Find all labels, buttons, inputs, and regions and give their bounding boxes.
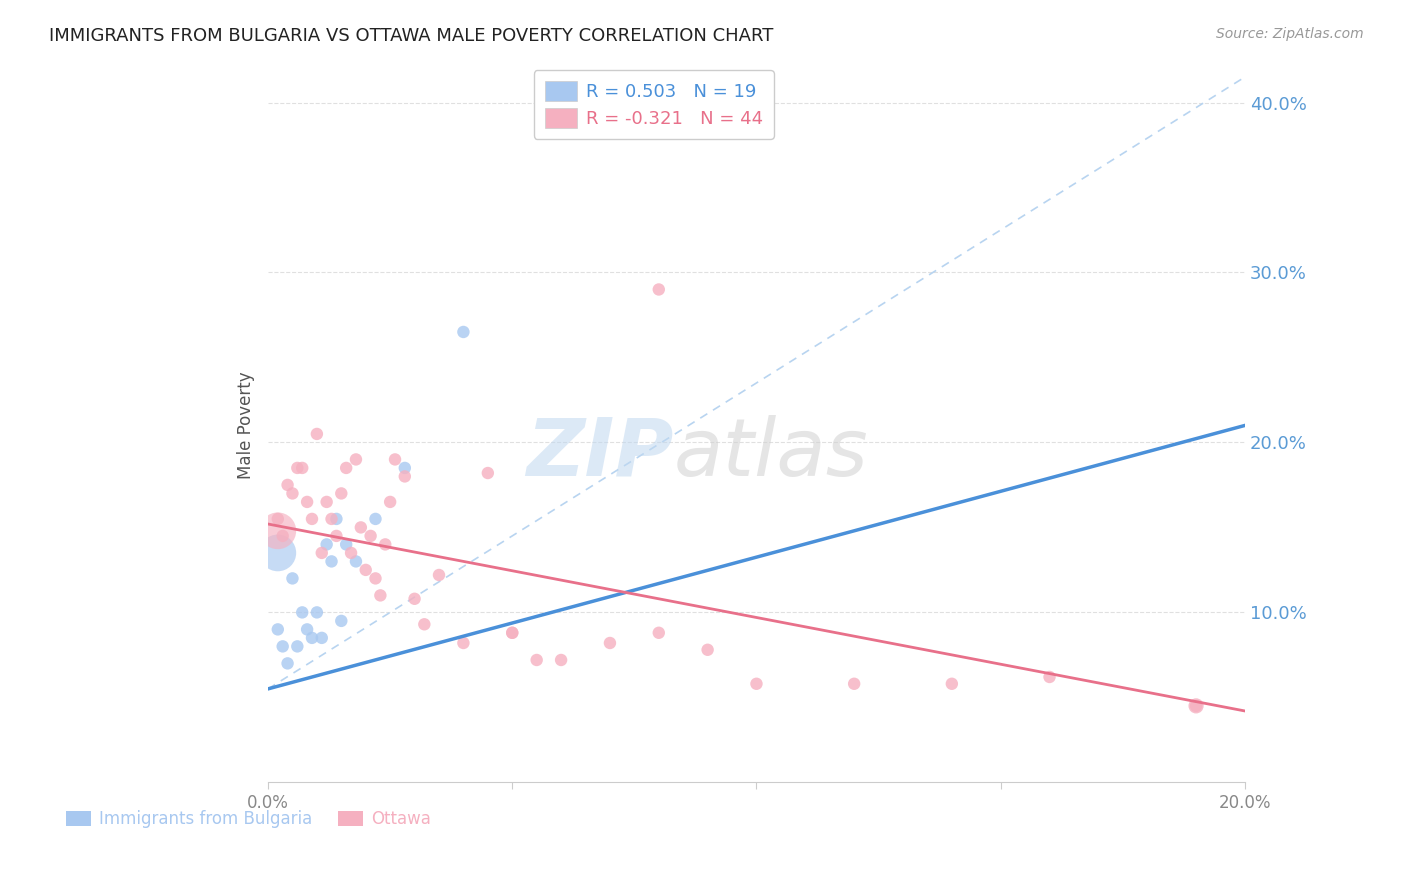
Point <box>267 546 290 560</box>
Point <box>311 546 333 560</box>
Text: Source: ZipAtlas.com: Source: ZipAtlas.com <box>1216 27 1364 41</box>
Point <box>267 512 290 526</box>
Point <box>1038 670 1060 684</box>
Point <box>453 325 475 339</box>
Point <box>271 640 294 654</box>
Point <box>267 524 290 538</box>
Point <box>941 677 963 691</box>
Point <box>394 469 416 483</box>
Point <box>374 537 396 551</box>
Legend: R = 0.503   N = 19, R = -0.321   N = 44: R = 0.503 N = 19, R = -0.321 N = 44 <box>534 70 775 139</box>
Point <box>295 623 318 637</box>
Point <box>321 512 343 526</box>
Point <box>1185 698 1208 713</box>
Text: ZIP: ZIP <box>526 415 673 493</box>
Point <box>696 642 718 657</box>
Point <box>844 677 866 691</box>
Legend: Immigrants from Bulgaria, Ottawa: Immigrants from Bulgaria, Ottawa <box>59 804 437 835</box>
Text: IMMIGRANTS FROM BULGARIA VS OTTAWA MALE POVERTY CORRELATION CHART: IMMIGRANTS FROM BULGARIA VS OTTAWA MALE … <box>49 27 773 45</box>
Point <box>335 537 357 551</box>
Point <box>648 625 671 640</box>
Point <box>413 617 436 632</box>
Point <box>453 636 475 650</box>
Point <box>295 495 318 509</box>
Point <box>281 571 304 585</box>
Point <box>340 546 363 560</box>
Point <box>311 631 333 645</box>
Point <box>384 452 406 467</box>
Point <box>404 591 426 606</box>
Point <box>315 495 337 509</box>
Point <box>350 520 373 534</box>
Point <box>301 512 323 526</box>
Point <box>330 614 353 628</box>
Point <box>364 571 387 585</box>
Point <box>364 512 387 526</box>
Point <box>360 529 382 543</box>
Point <box>271 529 294 543</box>
Y-axis label: Male Poverty: Male Poverty <box>236 372 254 479</box>
Point <box>285 640 308 654</box>
Point <box>277 657 299 671</box>
Point <box>305 426 328 441</box>
Point <box>344 452 367 467</box>
Point <box>277 478 299 492</box>
Point <box>344 554 367 568</box>
Point <box>330 486 353 500</box>
Point <box>370 588 392 602</box>
Point <box>267 623 290 637</box>
Point <box>394 461 416 475</box>
Point <box>305 606 328 620</box>
Point <box>321 554 343 568</box>
Point <box>550 653 572 667</box>
Point <box>477 466 499 480</box>
Point <box>501 625 523 640</box>
Text: atlas: atlas <box>673 415 868 493</box>
Point <box>335 461 357 475</box>
Point <box>501 625 523 640</box>
Point <box>427 568 450 582</box>
Point <box>291 606 314 620</box>
Point <box>354 563 377 577</box>
Point <box>1185 698 1208 713</box>
Point <box>325 529 347 543</box>
Point <box>325 512 347 526</box>
Point <box>281 486 304 500</box>
Point <box>599 636 621 650</box>
Point <box>526 653 548 667</box>
Point <box>285 461 308 475</box>
Point <box>378 495 401 509</box>
Point <box>648 283 671 297</box>
Point <box>315 537 337 551</box>
Point <box>291 461 314 475</box>
Point <box>745 677 768 691</box>
Point <box>301 631 323 645</box>
